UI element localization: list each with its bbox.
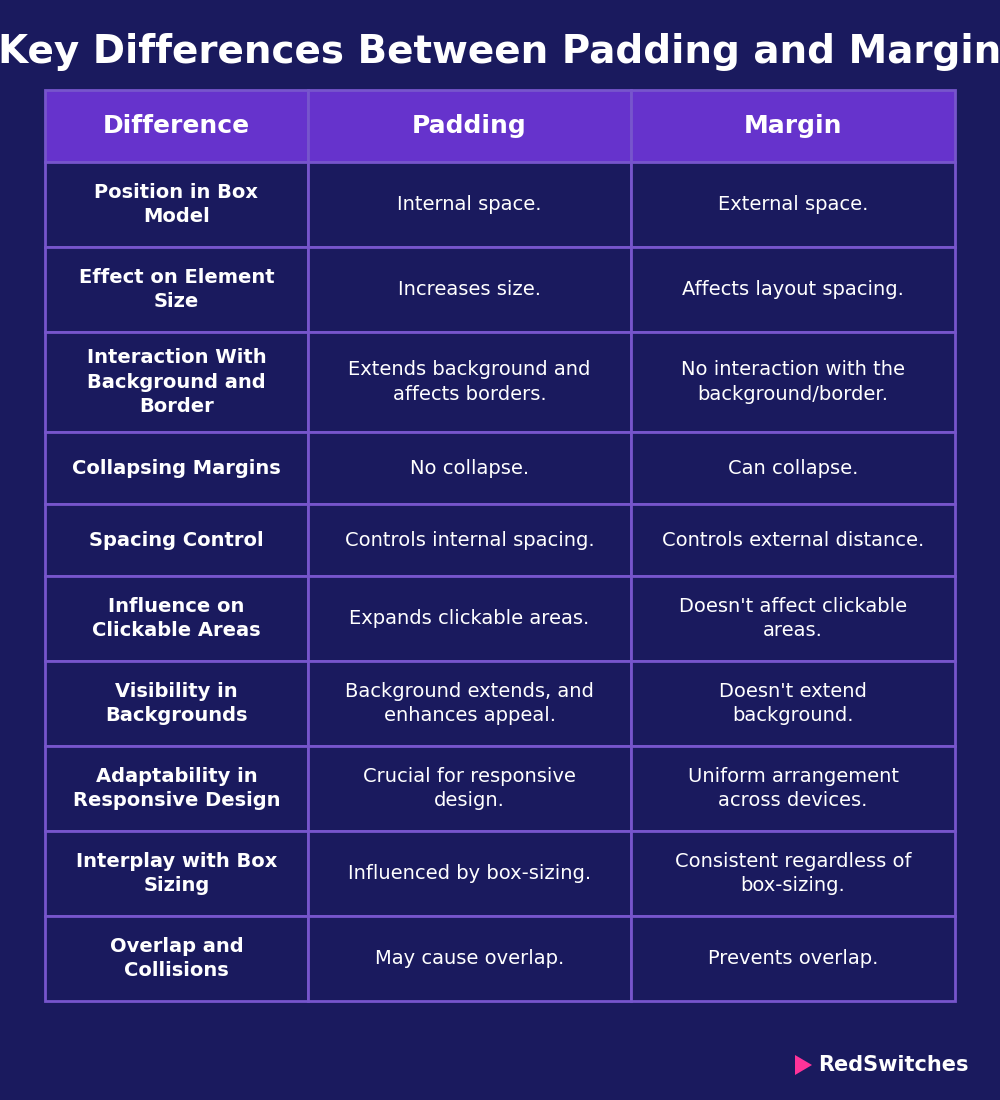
Bar	[308, 432, 631, 504]
Text: Difference: Difference	[103, 114, 250, 138]
Text: Doesn't extend
background.: Doesn't extend background.	[719, 682, 867, 725]
Text: Affects layout spacing.: Affects layout spacing.	[682, 280, 904, 299]
Bar	[308, 90, 631, 162]
Text: Increases size.: Increases size.	[398, 280, 541, 299]
Text: Position in Box
Model: Position in Box Model	[94, 183, 258, 227]
Bar	[45, 916, 308, 1001]
Bar	[45, 90, 308, 162]
Text: No collapse.: No collapse.	[410, 459, 529, 477]
Bar	[45, 661, 308, 746]
Text: Margin: Margin	[744, 114, 842, 138]
Text: No interaction with the
background/border.: No interaction with the background/borde…	[681, 361, 905, 404]
Text: Extends background and
affects borders.: Extends background and affects borders.	[348, 361, 591, 404]
Text: Padding: Padding	[412, 114, 527, 138]
Bar	[308, 504, 631, 576]
Bar	[45, 830, 308, 916]
Text: Interaction With
Background and
Border: Interaction With Background and Border	[87, 349, 266, 416]
Bar	[631, 576, 955, 661]
Text: Key Differences Between Padding and Margin: Key Differences Between Padding and Marg…	[0, 33, 1000, 72]
Bar	[631, 248, 955, 332]
Text: Visibility in
Backgrounds: Visibility in Backgrounds	[105, 682, 248, 725]
Text: May cause overlap.: May cause overlap.	[375, 949, 564, 968]
Bar	[308, 916, 631, 1001]
Bar	[45, 504, 308, 576]
Bar	[308, 332, 631, 432]
Text: Collapsing Margins: Collapsing Margins	[72, 459, 281, 477]
Bar	[631, 830, 955, 916]
Text: Consistent regardless of
box-sizing.: Consistent regardless of box-sizing.	[675, 851, 911, 895]
Text: Background extends, and
enhances appeal.: Background extends, and enhances appeal.	[345, 682, 594, 725]
Text: Can collapse.: Can collapse.	[728, 459, 858, 477]
Bar	[631, 162, 955, 248]
Polygon shape	[795, 1055, 812, 1075]
Bar	[308, 162, 631, 248]
Text: Internal space.: Internal space.	[397, 195, 542, 214]
Text: Controls external distance.: Controls external distance.	[662, 530, 924, 550]
Text: Influenced by box-sizing.: Influenced by box-sizing.	[348, 864, 591, 883]
Bar	[631, 916, 955, 1001]
Bar	[631, 504, 955, 576]
Bar	[631, 746, 955, 830]
Text: Overlap and
Collisions: Overlap and Collisions	[110, 937, 243, 980]
Bar	[45, 332, 308, 432]
Bar	[631, 90, 955, 162]
Bar	[45, 248, 308, 332]
Bar	[308, 746, 631, 830]
Bar	[631, 332, 955, 432]
Text: Uniform arrangement
across devices.: Uniform arrangement across devices.	[688, 767, 898, 810]
Bar	[45, 746, 308, 830]
Bar	[308, 830, 631, 916]
Text: RedSwitches: RedSwitches	[818, 1055, 968, 1075]
Text: Expands clickable areas.: Expands clickable areas.	[349, 609, 590, 628]
Bar	[45, 162, 308, 248]
Bar	[45, 432, 308, 504]
Text: Doesn't affect clickable
areas.: Doesn't affect clickable areas.	[679, 597, 907, 640]
Text: Spacing Control: Spacing Control	[89, 530, 264, 550]
Text: Effect on Element
Size: Effect on Element Size	[79, 268, 274, 311]
Text: Interplay with Box
Sizing: Interplay with Box Sizing	[76, 851, 277, 895]
Text: Controls internal spacing.: Controls internal spacing.	[345, 530, 594, 550]
Bar	[308, 248, 631, 332]
Bar	[308, 661, 631, 746]
Text: Adaptability in
Responsive Design: Adaptability in Responsive Design	[73, 767, 280, 810]
Bar	[631, 432, 955, 504]
Bar	[308, 576, 631, 661]
Text: Crucial for responsive
design.: Crucial for responsive design.	[363, 767, 576, 810]
Bar	[45, 576, 308, 661]
Text: Prevents overlap.: Prevents overlap.	[708, 949, 878, 968]
Bar	[631, 661, 955, 746]
Text: External space.: External space.	[718, 195, 868, 214]
Text: Influence on
Clickable Areas: Influence on Clickable Areas	[92, 597, 261, 640]
